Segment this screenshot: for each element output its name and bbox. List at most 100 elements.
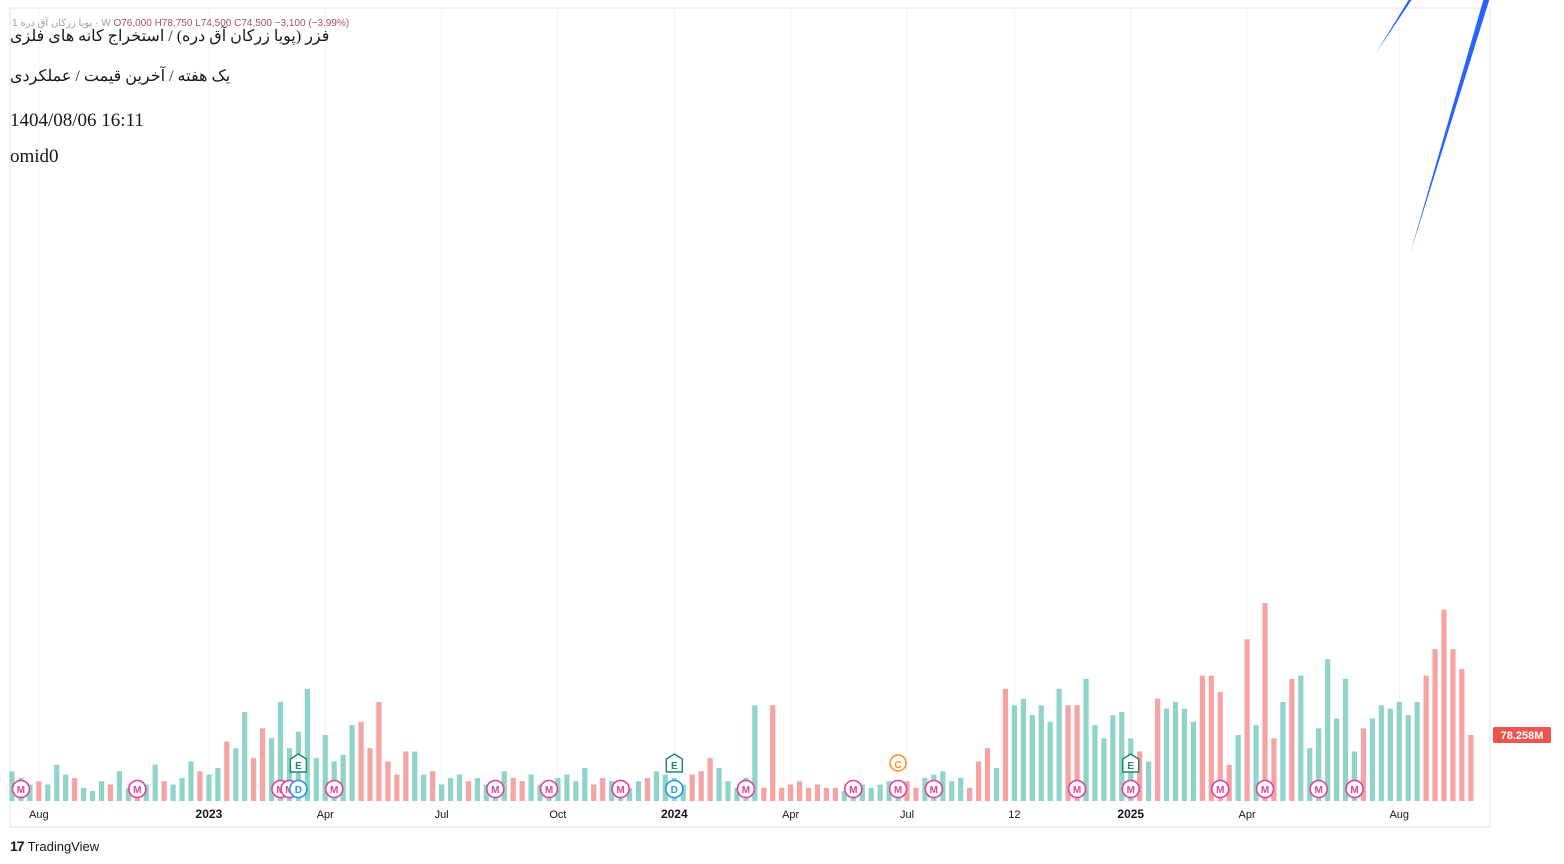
event-glyph: M bbox=[1073, 785, 1081, 796]
volume-bar bbox=[277, 702, 284, 801]
symbol-title[interactable]: فزر (پویا زرکان آق دره) / استخراج کانه ه… bbox=[10, 28, 330, 45]
volume-bar bbox=[1235, 735, 1241, 801]
volume-bar bbox=[877, 784, 883, 801]
event-glyph: E bbox=[671, 761, 678, 772]
volume-bar bbox=[152, 764, 158, 801]
event-glyph: M bbox=[849, 785, 857, 796]
volume-bar bbox=[1146, 761, 1152, 801]
volume-bar bbox=[644, 777, 651, 801]
volume-bar bbox=[582, 768, 588, 801]
volume-bar bbox=[707, 758, 713, 801]
volume-bar bbox=[591, 784, 597, 801]
meeting-event-icon bbox=[1210, 779, 1230, 799]
volume-bar bbox=[81, 787, 87, 801]
volume-bar bbox=[1190, 721, 1196, 801]
meeting-event-icon bbox=[1067, 779, 1087, 799]
volume-bar bbox=[206, 774, 212, 801]
meeting-event-icon bbox=[736, 779, 756, 799]
volume-bar bbox=[976, 761, 982, 801]
volume-bar bbox=[1351, 751, 1358, 801]
volume-bar bbox=[841, 791, 847, 801]
event-glyph: E bbox=[295, 761, 302, 772]
earnings-event-icon bbox=[289, 753, 308, 773]
volume-bar bbox=[233, 748, 239, 801]
volume-bar bbox=[859, 784, 865, 801]
volume-bar bbox=[600, 777, 606, 801]
volume-bar bbox=[367, 748, 373, 801]
x-tick-label: 2024 bbox=[661, 807, 688, 821]
volume-bar bbox=[188, 761, 194, 801]
event-markers[interactable]: MMMMDEMMMMDEMMMCMMMEMMMM bbox=[11, 753, 1364, 799]
x-tick-label: Jul bbox=[435, 809, 449, 821]
volume-bar bbox=[1405, 715, 1411, 801]
volume-bar bbox=[716, 768, 722, 801]
meeting-event-icon bbox=[324, 779, 344, 799]
volume-bar bbox=[313, 758, 319, 801]
volume-bar bbox=[510, 777, 516, 801]
volume-bar bbox=[215, 768, 221, 801]
meeting-event-icon bbox=[1121, 779, 1141, 799]
volume-bar bbox=[1325, 659, 1331, 801]
dividend-event-icon bbox=[289, 779, 308, 799]
author: omid0 bbox=[10, 146, 59, 167]
volume-bar bbox=[1441, 609, 1447, 801]
volume-bar bbox=[528, 774, 534, 801]
volume-bar bbox=[1307, 748, 1313, 801]
earnings-event-icon bbox=[1122, 753, 1140, 773]
meeting-event-icon bbox=[1255, 779, 1275, 799]
volume-bar bbox=[1137, 751, 1143, 801]
volume-bar bbox=[1002, 688, 1009, 801]
volume-bar bbox=[358, 721, 364, 801]
volume-bar bbox=[1342, 678, 1349, 801]
volume-bar bbox=[403, 751, 409, 801]
volume-bar bbox=[385, 761, 391, 801]
meeting-event-icon bbox=[11, 779, 31, 799]
meeting-event-icon bbox=[485, 779, 505, 799]
volume-bar bbox=[1262, 603, 1268, 801]
volume-bar bbox=[1298, 675, 1304, 801]
volume-bar bbox=[474, 777, 480, 801]
meeting-event-icon bbox=[888, 779, 908, 799]
volume-bar bbox=[770, 705, 776, 801]
volume-bar bbox=[1119, 711, 1125, 801]
volume-bar bbox=[1414, 702, 1420, 801]
annotation-arrows[interactable] bbox=[1376, 0, 1534, 254]
volume-bar bbox=[116, 771, 122, 801]
volume-bar bbox=[1020, 698, 1026, 801]
volume-bar bbox=[447, 777, 454, 801]
event-glyph: M bbox=[930, 785, 938, 796]
volume-bar bbox=[45, 784, 51, 801]
x-tick-label: 12 bbox=[1008, 809, 1020, 821]
ohlc-prefix: 1 پویا زرکان آق دره · W bbox=[12, 18, 111, 29]
volume-bar bbox=[376, 702, 382, 801]
meeting-event-icon bbox=[1345, 779, 1364, 799]
volume-bar bbox=[179, 777, 185, 801]
volume-bars bbox=[9, 603, 1474, 801]
volume-bar bbox=[1155, 698, 1161, 801]
meeting-event-icon bbox=[924, 779, 944, 799]
last-volume-badge bbox=[1493, 727, 1551, 743]
volume-bar bbox=[1047, 721, 1053, 801]
volume-bar bbox=[1101, 738, 1107, 801]
event-glyph: M bbox=[742, 785, 750, 796]
volume-bar bbox=[949, 781, 955, 801]
volume-bar bbox=[1208, 675, 1214, 801]
event-glyph: M bbox=[330, 785, 338, 796]
event-glyph: M bbox=[133, 785, 141, 796]
event-glyph: M bbox=[17, 785, 25, 796]
volume-bar bbox=[564, 774, 570, 801]
event-c-icon bbox=[889, 754, 907, 772]
tradingview-logo[interactable]: 17 TradingView bbox=[10, 838, 99, 854]
volume-bar bbox=[626, 787, 633, 801]
volume-bar bbox=[805, 787, 812, 801]
volume-bar bbox=[268, 738, 275, 801]
volume-bar bbox=[170, 784, 176, 801]
volume-bar bbox=[1226, 764, 1232, 801]
volume-bar bbox=[1450, 649, 1456, 801]
volume-bar bbox=[412, 751, 418, 801]
volume-bar bbox=[761, 787, 767, 801]
volume-bar bbox=[653, 771, 659, 801]
volume-bar bbox=[501, 771, 507, 801]
ohlc-legend: 1 پویا زرکان آق دره · W O76,000 H78,750 … bbox=[12, 18, 349, 29]
